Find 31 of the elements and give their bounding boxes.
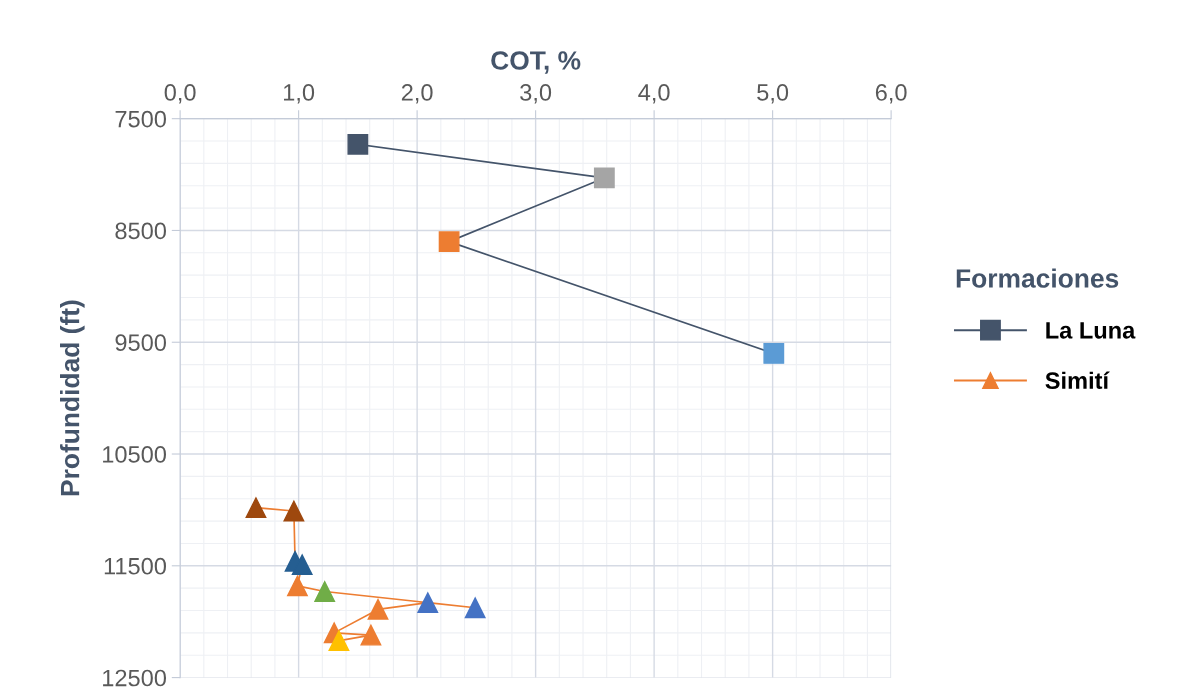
x-tick-label: 1,0 [284, 84, 315, 104]
y-axis-title: Profundidad (ft) [60, 300, 85, 496]
point [464, 597, 486, 619]
y-tick-label: 7500 [115, 110, 167, 128]
y-tick-label: 8500 [115, 222, 167, 240]
y-tick-label: 12500 [103, 669, 167, 687]
x-tick-label: 5,0 [757, 84, 789, 104]
point [283, 500, 305, 522]
x-tick-label: 0,0 [164, 84, 196, 104]
x-tick-label: 4,0 [638, 84, 670, 104]
point [245, 497, 267, 519]
y-tick-label: 9500 [115, 334, 167, 352]
x-axis-title: COT, % [491, 51, 581, 74]
point [763, 343, 785, 364]
point [347, 133, 369, 155]
legend-label: Simití [1045, 371, 1110, 390]
x-tick-label: 3,0 [520, 84, 552, 104]
point [367, 598, 389, 620]
point [328, 630, 350, 652]
legend-title: Formaciones [956, 268, 1119, 288]
point [593, 167, 615, 189]
y-tick-label: 10500 [103, 446, 167, 463]
point [417, 592, 439, 614]
point [360, 624, 382, 646]
legend-label: La Luna [1046, 322, 1136, 339]
x-tick-label: 6,0 [875, 84, 907, 104]
point [291, 554, 313, 576]
point [287, 575, 308, 597]
x-tick-label: 2,0 [401, 84, 433, 104]
y-tick-label: 11500 [104, 557, 167, 575]
point [314, 581, 336, 602]
